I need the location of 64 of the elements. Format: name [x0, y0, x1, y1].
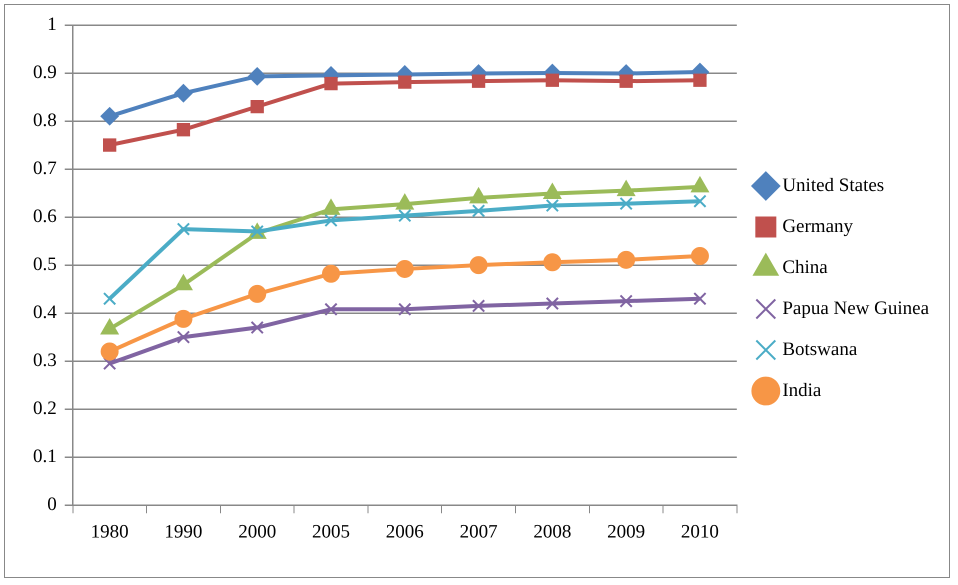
- x-tick-label: 2008: [533, 522, 572, 543]
- point: [470, 256, 488, 274]
- point: [100, 107, 119, 126]
- point: [396, 260, 414, 278]
- legend-label: China: [782, 256, 828, 278]
- x-tick-label: 2005: [312, 522, 350, 543]
- point: [176, 123, 190, 136]
- point: [176, 222, 190, 236]
- legend-label: Papua New Guinea: [782, 298, 930, 319]
- y-tick-label: 0.1: [33, 446, 57, 468]
- point: [690, 246, 709, 265]
- y-tick-label: 0.3: [33, 350, 57, 372]
- point: [100, 342, 119, 361]
- x-tick-label: 1980: [90, 522, 129, 543]
- point: [174, 310, 192, 328]
- point: [322, 264, 340, 283]
- y-tick-label: 0: [47, 494, 57, 516]
- x-tick-label: 2007: [460, 522, 498, 543]
- point: [543, 253, 562, 272]
- point: [619, 74, 633, 88]
- point: [546, 296, 560, 310]
- x-tick-label: 2009: [607, 522, 646, 543]
- y-tick-label: 0.7: [33, 158, 57, 180]
- point: [324, 76, 338, 90]
- point: [102, 356, 116, 370]
- point: [617, 250, 636, 269]
- legend-label: United States: [782, 174, 884, 196]
- legend-label: Botswana: [782, 338, 858, 360]
- point: [250, 320, 264, 334]
- point: [546, 198, 560, 212]
- legend-label: India: [782, 380, 822, 401]
- y-tick-label: 0.8: [33, 110, 57, 132]
- legend-label: Germany: [782, 216, 854, 237]
- point: [693, 292, 707, 306]
- point: [176, 330, 190, 344]
- point: [398, 302, 412, 316]
- x-tick-label: 2006: [386, 522, 424, 543]
- point: [546, 74, 560, 87]
- x-tick-label: 2000: [238, 522, 276, 543]
- point: [619, 196, 633, 210]
- point: [102, 138, 116, 152]
- point: [472, 204, 486, 218]
- point: [398, 75, 412, 89]
- point: [619, 294, 633, 308]
- y-tick-label: 0.5: [33, 254, 57, 276]
- x-tick-label: 2010: [680, 522, 719, 543]
- point: [248, 284, 266, 303]
- point: [250, 100, 264, 114]
- point: [102, 292, 116, 306]
- x-tick-label: 1990: [164, 522, 202, 543]
- point: [324, 214, 338, 228]
- y-tick-label: 0.2: [33, 398, 57, 420]
- point: [324, 302, 338, 316]
- y-tick-label: 0.4: [33, 302, 58, 324]
- point: [472, 299, 486, 313]
- point: [693, 74, 707, 87]
- y-tick-label: 0.9: [33, 62, 57, 84]
- y-tick-label: 0.6: [33, 206, 57, 228]
- point: [248, 67, 266, 86]
- point: [693, 194, 707, 208]
- y-tick-label: 1: [47, 14, 57, 35]
- point: [472, 74, 486, 88]
- point: [398, 208, 412, 222]
- point: [174, 84, 192, 102]
